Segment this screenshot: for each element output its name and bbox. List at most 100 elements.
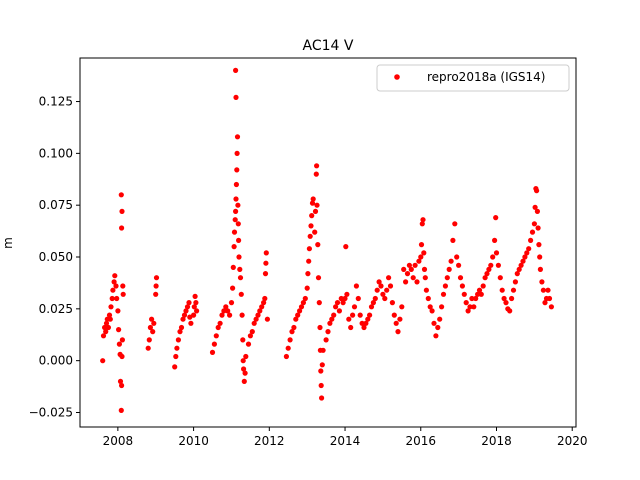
data-point <box>116 327 122 333</box>
data-point <box>452 221 458 227</box>
data-point <box>429 308 435 314</box>
data-point <box>397 316 403 322</box>
data-point <box>312 208 319 214</box>
data-point <box>325 329 331 335</box>
y-tick-label: 0.125 <box>39 95 73 109</box>
data-point <box>243 353 249 360</box>
data-point <box>475 291 481 297</box>
data-point <box>119 225 125 231</box>
data-point <box>153 275 160 281</box>
data-point <box>233 208 239 214</box>
data-point <box>361 324 367 331</box>
legend-label: repro2018a (IGS14) <box>427 70 545 84</box>
data-point <box>535 225 541 231</box>
data-point <box>305 271 311 277</box>
data-point <box>184 304 191 310</box>
data-point <box>457 275 464 281</box>
data-point <box>291 324 297 331</box>
data-point <box>507 308 513 314</box>
data-point <box>454 254 460 260</box>
data-point <box>110 287 116 293</box>
data-point <box>493 250 500 256</box>
data-point <box>230 285 236 291</box>
data-point <box>175 337 181 343</box>
data-point <box>342 295 348 302</box>
data-point <box>425 295 431 302</box>
data-point <box>382 295 388 302</box>
data-point <box>419 221 425 227</box>
data-point <box>510 287 517 293</box>
data-point <box>406 262 412 268</box>
data-point <box>178 324 185 331</box>
data-point <box>174 345 180 351</box>
data-point <box>532 204 538 210</box>
data-point <box>225 308 231 314</box>
data-point <box>446 266 452 272</box>
data-point <box>412 262 418 268</box>
data-point <box>234 167 240 173</box>
data-point <box>334 300 341 306</box>
data-point <box>241 378 247 384</box>
data-point <box>302 295 308 302</box>
data-point <box>233 181 239 188</box>
data-point <box>180 316 186 322</box>
data-point <box>215 324 221 331</box>
data-point <box>116 341 122 347</box>
data-point <box>439 304 445 310</box>
data-point <box>232 217 238 223</box>
data-point <box>115 308 121 314</box>
data-point <box>363 320 369 326</box>
data-point <box>542 300 548 306</box>
data-point <box>194 308 200 314</box>
data-point <box>238 291 244 297</box>
data-point <box>103 329 109 335</box>
y-tick-label: −0.025 <box>29 405 73 419</box>
x-tick-label: 2008 <box>103 434 134 448</box>
data-point <box>264 316 270 322</box>
data-point <box>145 345 151 351</box>
data-point <box>234 134 241 140</box>
data-point <box>431 320 437 326</box>
data-point <box>534 188 540 194</box>
data-point <box>480 283 486 289</box>
data-point <box>191 304 197 310</box>
data-point <box>253 316 259 322</box>
data-point <box>300 300 306 306</box>
data-point <box>484 271 490 277</box>
x-tick-label: 2014 <box>330 434 361 448</box>
data-point <box>308 223 314 229</box>
data-point <box>240 337 246 343</box>
data-point <box>440 291 447 297</box>
data-point <box>539 279 545 285</box>
data-point <box>493 215 499 221</box>
data-point <box>108 304 114 310</box>
data-point <box>545 287 551 293</box>
data-point <box>297 308 303 314</box>
data-point <box>395 329 401 335</box>
data-point <box>150 329 156 335</box>
data-point <box>100 333 107 339</box>
data-point <box>350 312 356 318</box>
y-axis: −0.025 0.000 0.025 0.050 0.075 0.100 0.125 <box>29 95 80 419</box>
plot-frame <box>79 57 577 428</box>
data-point <box>306 246 312 252</box>
data-point <box>461 291 467 297</box>
data-point <box>490 254 496 260</box>
data-point <box>263 260 269 266</box>
data-point <box>503 300 509 306</box>
data-point <box>537 266 544 272</box>
data-point <box>217 320 223 326</box>
data-point <box>119 382 125 389</box>
data-point <box>492 237 498 243</box>
data-point <box>522 254 528 260</box>
data-point <box>331 312 337 318</box>
data-point <box>119 337 125 343</box>
data-point <box>359 320 365 326</box>
data-point <box>114 295 120 302</box>
data-point <box>231 244 237 250</box>
data-point <box>482 275 488 281</box>
data-point <box>537 254 543 260</box>
data-point <box>528 237 534 243</box>
y-tick-label: 0.000 <box>39 354 73 368</box>
data-point <box>353 283 359 289</box>
